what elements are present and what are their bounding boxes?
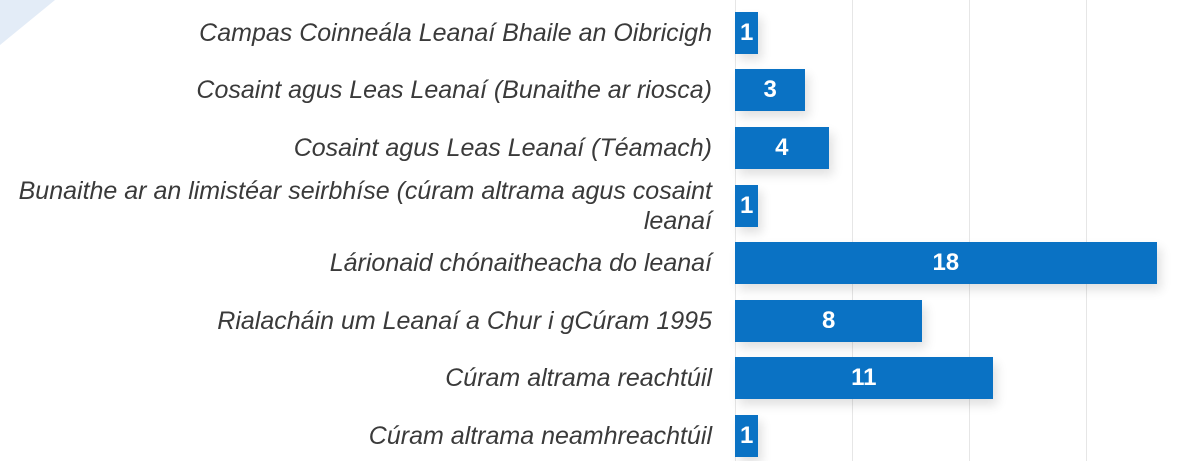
bar: [735, 184, 759, 227]
grid-line: [969, 0, 971, 461]
category-label: Bunaithe ar an limistéar seirbhíse (cúra…: [18, 176, 712, 235]
bar: [735, 127, 829, 169]
value-label: 3: [763, 76, 777, 104]
decoration: [0, 0, 55, 45]
category-label: Rialacháin um Leanaí a Chur i gCúram 199…: [217, 306, 712, 335]
value-label: 11: [851, 364, 877, 392]
bar: [735, 69, 806, 112]
category-label: Cosaint agus Leas Leanaí (Téamach): [293, 134, 712, 162]
value-label: 1: [740, 191, 754, 219]
value-label: 4: [775, 134, 789, 161]
category-label: Cúram altrama neamhreachtúil: [368, 422, 712, 450]
bar: [735, 357, 993, 400]
category-label: Campas Coinneála Leanaí Bhaile an Oibric…: [199, 18, 712, 47]
value-label: 8: [822, 306, 836, 334]
category-label: Cosaint agus Leas Leanaí (Bunaithe ar ri…: [196, 76, 712, 105]
category-label: Cúram altrama reachtúil: [445, 364, 712, 393]
value-label: 18: [932, 249, 960, 277]
value-label: 1: [740, 422, 754, 449]
grid-line: [735, 0, 736, 461]
bar: [735, 415, 759, 457]
bar: [735, 11, 759, 54]
category-label: Lárionaid chónaitheacha do leanaí: [329, 249, 712, 278]
grid-line: [1086, 0, 1088, 461]
bar: [735, 299, 923, 342]
grid-line: [852, 0, 854, 461]
bar: [735, 242, 1157, 285]
value-label: 1: [740, 18, 754, 46]
